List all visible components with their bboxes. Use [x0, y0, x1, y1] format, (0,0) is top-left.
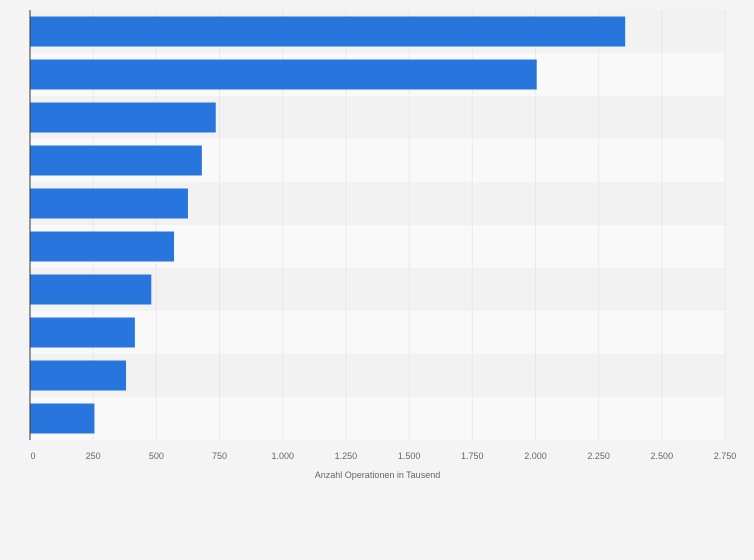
- bars: [30, 16, 626, 434]
- x-tick-label: 0: [30, 451, 35, 461]
- x-tick-label: 1.250: [335, 451, 358, 461]
- bar-7: [30, 274, 152, 305]
- x-tick-label: 2.250: [587, 451, 610, 461]
- bar-2: [30, 59, 537, 90]
- bar-5: [30, 188, 188, 219]
- bar-3: [30, 102, 216, 133]
- bar-4: [30, 145, 202, 176]
- x-tick-label: 250: [86, 451, 101, 461]
- x-tick-labels: 0 250 500 750 1.000 1.250 1.500 1.750 2.000 2.250…: [30, 451, 736, 461]
- bar-1: [30, 16, 626, 47]
- bar-8: [30, 317, 135, 348]
- x-tick-label: 1.750: [461, 451, 484, 461]
- x-tick-label: 1.000: [271, 451, 294, 461]
- x-tick-label: 2.750: [714, 451, 737, 461]
- x-tick-label: 2.500: [651, 451, 674, 461]
- bar-10: [30, 403, 95, 434]
- x-tick-label: 500: [149, 451, 164, 461]
- x-tick-label: 750: [212, 451, 227, 461]
- x-axis-label: Anzahl Operationen in Tausend: [315, 470, 440, 480]
- row-band: [30, 311, 725, 354]
- bar-9: [30, 360, 127, 391]
- x-tick-label: 1.500: [398, 451, 421, 461]
- row-band: [30, 354, 725, 397]
- x-tick-label: 2.000: [524, 451, 547, 461]
- bar-6: [30, 231, 175, 262]
- row-band: [30, 397, 725, 440]
